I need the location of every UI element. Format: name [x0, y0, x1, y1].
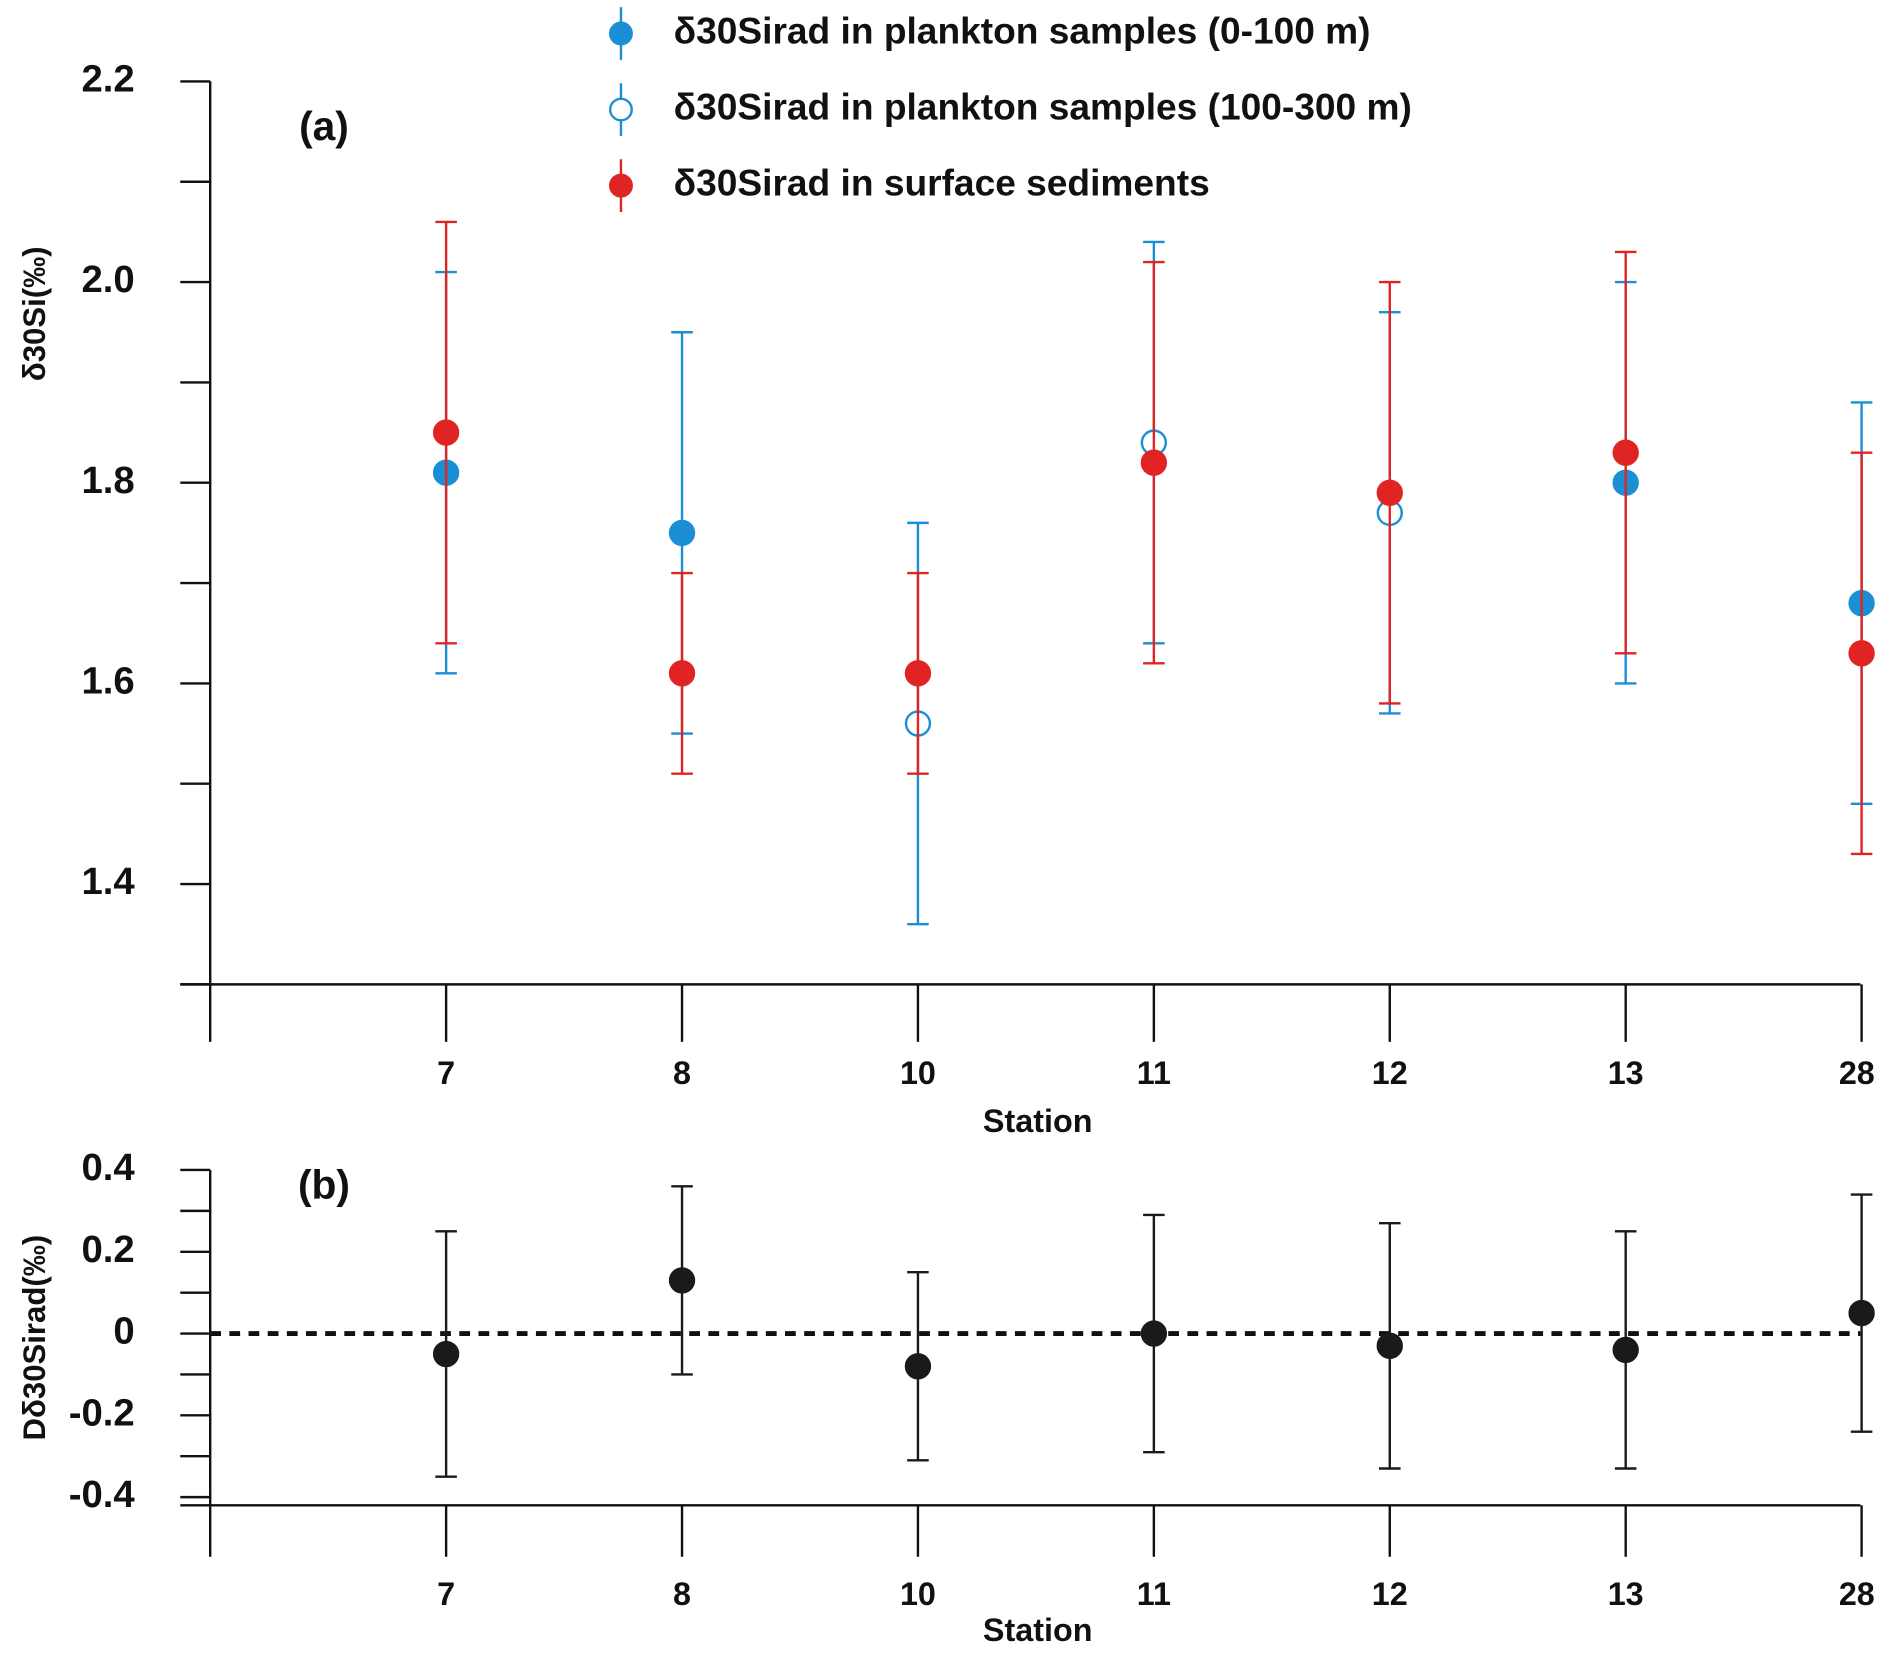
- legend-label: δ30Sirad in plankton samples (100-300 m): [674, 85, 1412, 127]
- x-tick-label: 10: [900, 1055, 936, 1091]
- x-axis-title: Station: [983, 1103, 1093, 1139]
- x-tick-label: 28: [1839, 1576, 1875, 1612]
- x-tick-label: 13: [1608, 1576, 1644, 1612]
- panel-label: (a): [299, 103, 349, 149]
- point: [668, 519, 696, 547]
- legend-label: δ30Sirad in plankton samples (0-100 m): [674, 9, 1371, 51]
- point: [432, 419, 460, 446]
- point: [1140, 1320, 1168, 1347]
- legend-marker: [608, 97, 633, 122]
- point: [668, 660, 696, 687]
- point: [1848, 1299, 1875, 1327]
- x-tick-label: 7: [437, 1576, 455, 1612]
- x-tick-label: 12: [1372, 1576, 1408, 1612]
- legend-label: δ30Sirad in surface sediments: [674, 161, 1210, 203]
- point: [1376, 479, 1403, 506]
- x-tick-label: 11: [1137, 1576, 1171, 1612]
- y-tick-label: 0: [113, 1310, 134, 1353]
- y-axis-title: δ30Si(‰): [17, 246, 52, 381]
- point: [668, 1267, 696, 1294]
- point: [904, 660, 932, 687]
- x-tick-label: 12: [1372, 1055, 1408, 1091]
- y-tick-label: 2.0: [81, 258, 134, 301]
- x-tick-label: 10: [900, 1576, 936, 1612]
- point: [904, 1353, 932, 1380]
- panel-label: (b): [298, 1162, 350, 1208]
- y-tick-label: 0.2: [81, 1228, 134, 1271]
- point: [432, 1340, 460, 1368]
- point: [1140, 449, 1168, 476]
- y-tick-label: 2.2: [81, 58, 134, 101]
- x-tick-label: 11: [1137, 1055, 1171, 1091]
- x-tick-label: 8: [673, 1055, 691, 1091]
- x-tick-label: 8: [673, 1576, 691, 1612]
- y-tick-label: 1.6: [81, 660, 134, 703]
- point: [1376, 1332, 1403, 1359]
- point: [1848, 640, 1875, 667]
- legend-marker: [608, 21, 633, 46]
- x-tick-label: 13: [1608, 1055, 1644, 1091]
- y-tick-label: 0.4: [81, 1146, 135, 1189]
- y-tick-label: 1.4: [81, 860, 135, 903]
- y-tick-label: -0.4: [69, 1473, 136, 1516]
- y-tick-label: 1.8: [81, 459, 134, 502]
- x-tick-label: 7: [437, 1055, 455, 1091]
- y-tick-label: -0.2: [69, 1391, 135, 1434]
- x-tick-label: 28: [1839, 1055, 1875, 1091]
- point: [1612, 439, 1639, 466]
- legend-marker: [608, 173, 633, 198]
- y-axis-title: Dδ30Sirad(‰): [17, 1235, 52, 1441]
- x-axis-title: Station: [983, 1612, 1093, 1648]
- point: [1612, 1336, 1639, 1364]
